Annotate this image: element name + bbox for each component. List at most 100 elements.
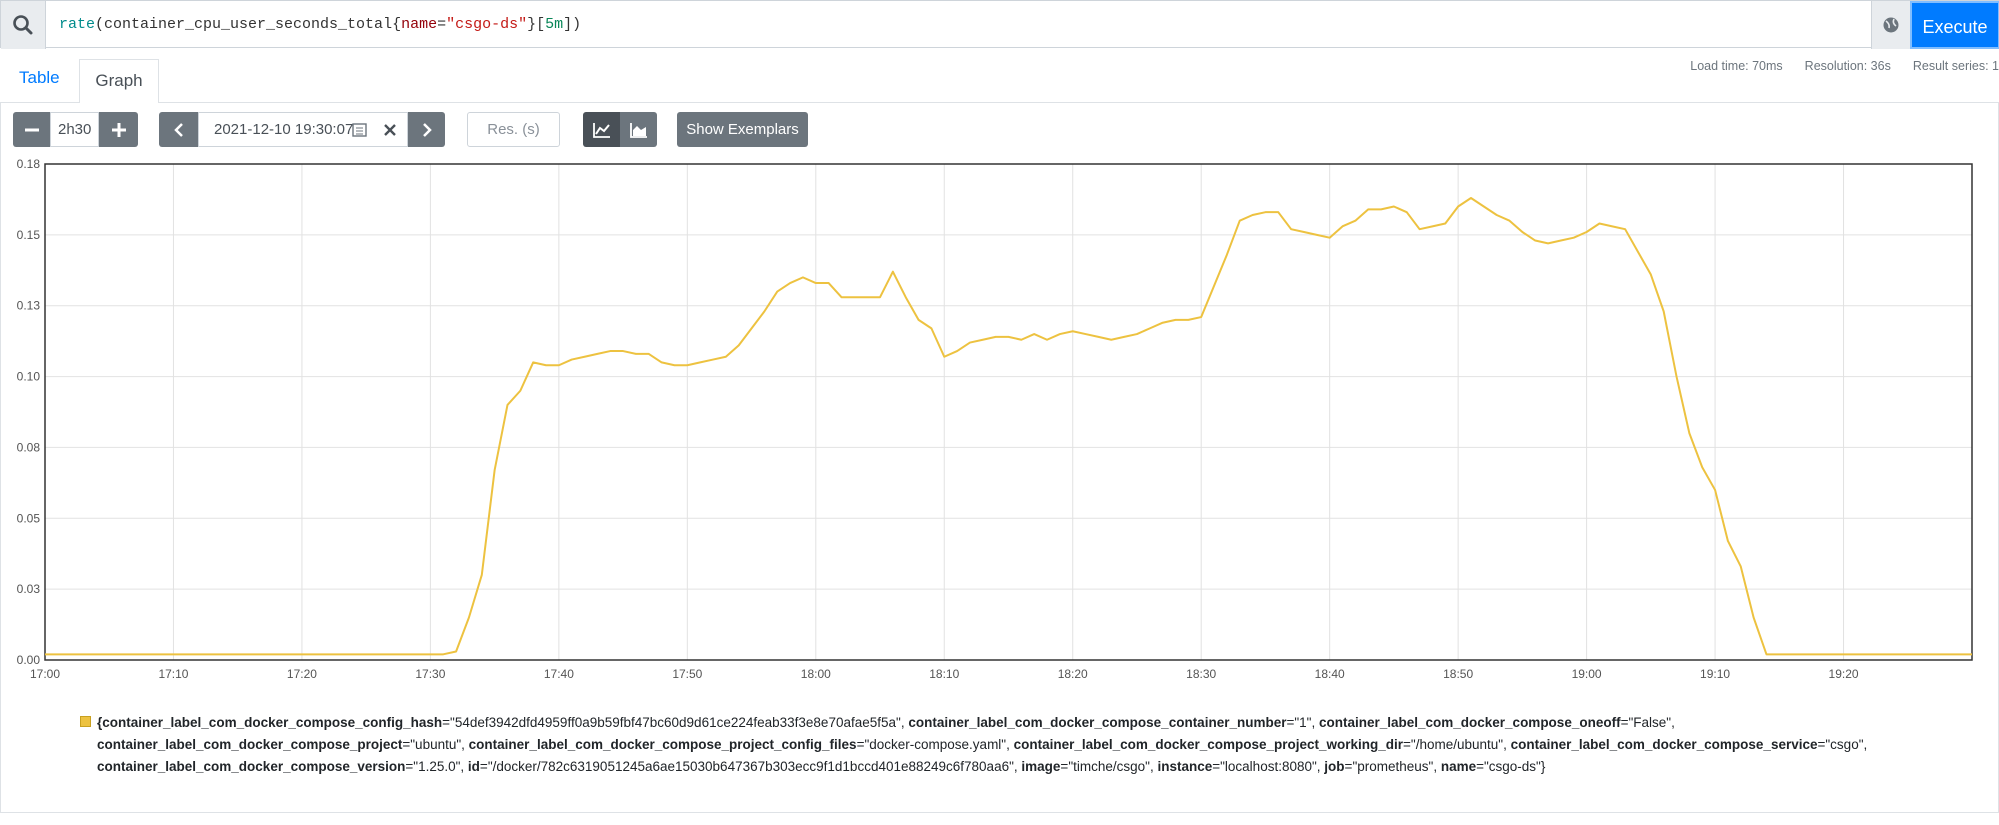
x-tick-label: 17:20 xyxy=(287,667,317,681)
x-tick-label: 18:30 xyxy=(1186,667,1216,681)
y-tick-label: 0.03 xyxy=(17,582,41,596)
range-input[interactable]: 2h30 xyxy=(50,112,99,147)
unstacked-chart[interactable] xyxy=(583,112,620,147)
legend: {container_label_com_docker_compose_conf… xyxy=(97,712,1867,778)
time-back[interactable] xyxy=(159,112,198,147)
label-key: id xyxy=(467,759,480,774)
query-bar: rate(container_cpu_user_seconds_total{na… xyxy=(0,0,1999,49)
label-key: container_label_com_docker_compose_oneof… xyxy=(1318,715,1621,730)
globe-glyph xyxy=(1883,17,1899,33)
label-key: name xyxy=(1440,759,1477,774)
execute-button[interactable]: Execute xyxy=(1910,1,1999,49)
legend-line: {container_label_com_docker_compose_conf… xyxy=(97,712,1867,734)
label-assign: = xyxy=(1620,715,1629,730)
label-key: container_label_com_docker_compose_proje… xyxy=(468,737,857,752)
label-value: "/home/ubuntu" xyxy=(1410,737,1504,752)
label-assign: = xyxy=(1286,715,1295,730)
label-assign: = xyxy=(405,759,414,774)
label-key: container_label_com_docker_compose_proje… xyxy=(1013,737,1404,752)
label-separator: , xyxy=(1311,715,1319,730)
label-value: "54def3942dfd4959ff0a9b59fbf47bc60d9d61c… xyxy=(450,715,901,730)
label-separator: , xyxy=(1316,759,1325,774)
query-token: }[ xyxy=(527,16,546,33)
y-tick-label: 0.05 xyxy=(17,511,41,525)
label-separator: , xyxy=(1433,759,1441,774)
label-assign: = xyxy=(479,759,488,774)
query-input[interactable]: rate(container_cpu_user_seconds_total{na… xyxy=(59,1,581,49)
line-chart-glyph xyxy=(592,122,610,138)
query-token: = xyxy=(437,16,447,33)
chart: 0.00 0.03 0.05 0.08 0.10 0.13 0.15 0.18 17:00 17:… xyxy=(17,157,1973,681)
resolution-input[interactable]: Res. (s) xyxy=(467,112,560,147)
x-tick-label: 19:00 xyxy=(1572,667,1602,681)
label-key: container_label_com_docker_compose_confi… xyxy=(102,715,443,730)
stat: Load time: 70ms xyxy=(1690,59,1783,73)
label-separator: , xyxy=(1006,737,1014,752)
y-tick-label: 0.00 xyxy=(17,653,41,667)
label-value: "1.25.0" xyxy=(413,759,461,774)
label-key: image xyxy=(1021,759,1061,774)
range-decrease[interactable] xyxy=(13,112,50,147)
label-assign: = xyxy=(1476,759,1484,774)
x-tick-label: 18:40 xyxy=(1315,667,1345,681)
label-value: "timche/csgo" xyxy=(1068,759,1150,774)
metrics-explorer[interactable] xyxy=(1871,1,1910,49)
query-token: name xyxy=(401,16,438,33)
y-tick-label: 0.10 xyxy=(17,370,41,384)
x-tick-label: 18:50 xyxy=(1443,667,1473,681)
plot-border xyxy=(44,163,1973,661)
x-tick-label: 17:00 xyxy=(30,667,60,681)
x-tick-label: 19:10 xyxy=(1700,667,1730,681)
end-time-input[interactable]: 2021-12-10 19:30:07 xyxy=(198,112,408,147)
label-value: "csgo-ds" xyxy=(1484,759,1541,774)
label-value: "localhost:8080" xyxy=(1220,759,1317,774)
label-separator: , xyxy=(461,737,469,752)
label-assign: = xyxy=(1060,759,1069,774)
label-separator: , xyxy=(460,759,468,774)
label-assign: = xyxy=(1212,759,1221,774)
stat: Result series: 1 xyxy=(1912,59,1999,73)
query-token: 5m xyxy=(545,16,564,33)
legend-line: container_label_com_docker_compose_versi… xyxy=(97,756,1867,778)
x-tick-label: 17:30 xyxy=(415,667,445,681)
legend-line: container_label_com_docker_compose_proje… xyxy=(97,734,1867,756)
label-value: "/docker/782c6319051245a6ae15030b647367b… xyxy=(487,759,1014,774)
time-forward[interactable] xyxy=(408,112,445,147)
end-time-text: 2021-12-10 19:30:07 xyxy=(214,121,354,138)
y-tick-label: 0.15 xyxy=(17,228,41,242)
label-value: "prometheus" xyxy=(1352,759,1434,774)
tab[interactable]: Table xyxy=(19,68,60,87)
search-icon xyxy=(1,1,46,49)
legend-brace: { xyxy=(97,715,103,730)
range-increase[interactable] xyxy=(99,112,138,147)
chevron-left xyxy=(173,122,183,137)
area-chart-glyph xyxy=(629,122,647,138)
label-assign: = xyxy=(1344,759,1353,774)
label-value: "csgo" xyxy=(1825,737,1864,752)
minus-glyph xyxy=(24,128,39,131)
label-separator: , xyxy=(1013,759,1022,774)
label-separator: , xyxy=(1149,759,1158,774)
label-value: "False" xyxy=(1628,715,1672,730)
label-key: container_label_com_docker_compose_conta… xyxy=(908,715,1287,730)
clear-icon[interactable] xyxy=(383,123,397,137)
stat: Resolution: 36s xyxy=(1804,59,1891,73)
y-tick-label: 0.18 xyxy=(17,157,41,171)
label-assign: = xyxy=(856,737,865,752)
tab-active[interactable]: Graph xyxy=(79,59,159,103)
calendar-icon[interactable] xyxy=(352,122,368,138)
search-glyph xyxy=(13,15,33,35)
label-key: container_label_com_docker_compose_servi… xyxy=(1510,737,1818,752)
x-tick-label: 17:10 xyxy=(158,667,188,681)
stacked-chart[interactable] xyxy=(620,112,657,147)
query-token: ]) xyxy=(563,16,582,33)
plus-glyph xyxy=(111,122,126,137)
legend-swatch xyxy=(80,716,91,727)
query-stats: Load time: 70ms Resolution: 36s Result ser… xyxy=(1668,59,1999,73)
label-key: container_label_com_docker_compose_proje… xyxy=(97,737,403,752)
label-value: "ubuntu" xyxy=(410,737,462,752)
label-assign: = xyxy=(442,715,451,730)
exemplars-button[interactable]: Show Exemplars xyxy=(677,112,808,147)
label-key: instance xyxy=(1157,759,1213,774)
x-tick-label: 17:50 xyxy=(672,667,702,681)
